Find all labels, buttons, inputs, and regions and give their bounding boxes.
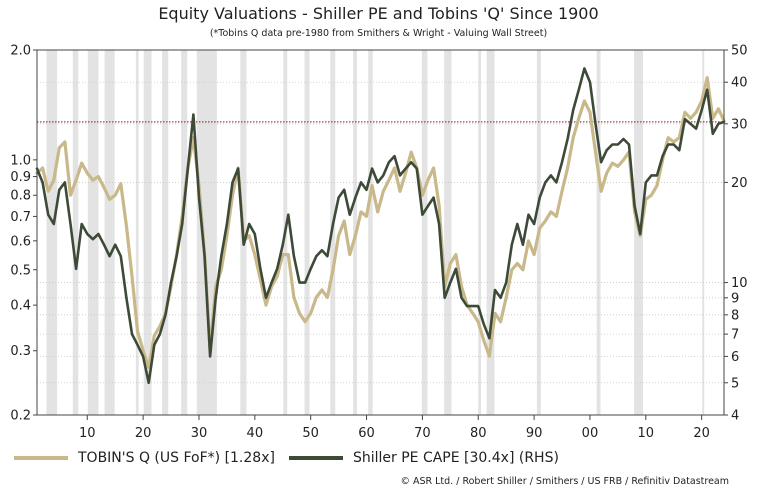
- source-note: © ASR Ltd. / Robert Shiller / Smithers /…: [400, 476, 729, 487]
- y-right-tick-label: 5: [731, 376, 739, 391]
- x-tick-label: 90: [526, 426, 543, 441]
- recession-band: [368, 50, 373, 415]
- recession-band: [444, 50, 452, 415]
- recession-band: [421, 50, 428, 415]
- x-tick-label: 00: [582, 426, 599, 441]
- y-right-tick-label: 7: [731, 328, 739, 343]
- legend-label-cape: Shiller PE CAPE [30.4x] (RHS): [352, 450, 559, 466]
- legend-item-tobin: TOBIN'S Q (US FoF*) [1.28x]: [14, 450, 275, 466]
- y-right-tick-label: 4: [731, 409, 739, 424]
- legend-swatch-tobin: [14, 456, 68, 460]
- y-left-tick-label: 1.0: [10, 153, 31, 168]
- y-left-tick-label: 0.9: [10, 170, 31, 185]
- x-tick-label: 60: [358, 426, 375, 441]
- x-tick-label: 30: [191, 426, 208, 441]
- x-tick-label: 20: [135, 426, 152, 441]
- legend: TOBIN'S Q (US FoF*) [1.28x] Shiller PE C…: [14, 450, 573, 466]
- chart-subtitle: (*Tobins Q data pre-1980 from Smithers &…: [209, 28, 548, 39]
- recession-band: [104, 50, 115, 415]
- series-line-tobins-q: [35, 76, 726, 369]
- recession-band: [72, 50, 79, 415]
- y-right-tick-label: 6: [731, 350, 739, 365]
- y-right-tick-label: 20: [731, 176, 748, 191]
- x-tick-label: 80: [470, 426, 487, 441]
- y-right-tick-label: 30: [731, 117, 748, 132]
- recession-band: [46, 50, 58, 415]
- recession-band: [596, 50, 601, 415]
- x-tick-label: 40: [247, 426, 264, 441]
- y-left-tick-label: 0.6: [10, 234, 31, 249]
- y-left-tick-label: 0.2: [10, 409, 31, 424]
- chart-title: Equity Valuations - Shiller PE and Tobin…: [158, 4, 599, 23]
- y-right-tick-label: 9: [731, 291, 739, 306]
- legend-item-cape: Shiller PE CAPE [30.4x] (RHS): [288, 450, 559, 466]
- recession-band: [143, 50, 152, 415]
- gridlines: [37, 49, 724, 416]
- recession-band: [478, 50, 482, 415]
- x-tick-label: 20: [693, 426, 710, 441]
- axes: 10 20 30 40 50 60 70 80 90 00 10 20 0.2 0.3 0.4 0.5 0.6 0…: [10, 44, 747, 442]
- y-right-tick-label: 40: [731, 76, 748, 91]
- recession-band: [87, 50, 99, 415]
- x-tick-label: 70: [414, 426, 431, 441]
- x-tick-label: 10: [79, 426, 96, 441]
- recession-band: [304, 50, 310, 415]
- y-left-tick-label: 0.5: [10, 263, 31, 278]
- y-left-tick-label: 0.3: [10, 344, 31, 359]
- legend-label-tobin: TOBIN'S Q (US FoF*) [1.28x]: [78, 450, 275, 466]
- recession-band: [135, 50, 139, 415]
- y-right-tick-label: 50: [731, 44, 748, 59]
- recession-band: [196, 50, 217, 415]
- y-left-tick-label: 0.8: [10, 189, 31, 204]
- series-line-shiller-cape: [35, 67, 726, 385]
- legend-swatch-cape: [288, 456, 343, 460]
- recession-band: [181, 50, 188, 415]
- recession-band: [702, 50, 705, 415]
- series-layer: [35, 67, 726, 385]
- y-right-tick-label: 10: [731, 276, 748, 291]
- y-right-tick-label: 8: [731, 308, 739, 323]
- x-tick-label: 10: [638, 426, 655, 441]
- plot-frame: [36, 49, 725, 416]
- y-left-tick-label: 0.4: [10, 299, 31, 314]
- y-left-tick-label: 2.0: [10, 44, 31, 59]
- recession-band: [486, 50, 495, 415]
- x-tick-label: 50: [302, 426, 319, 441]
- recession-band: [162, 50, 169, 415]
- y-left-tick-label: 0.7: [10, 210, 31, 225]
